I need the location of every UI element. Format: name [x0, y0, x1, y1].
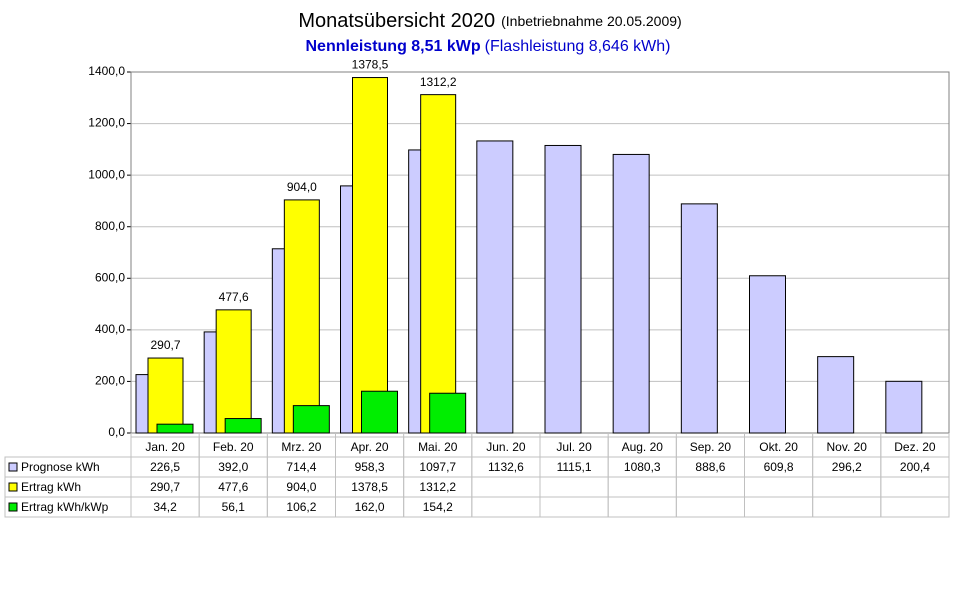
table-value: 392,0	[218, 460, 248, 474]
bar	[224, 418, 262, 434]
bar	[420, 94, 457, 434]
x-tick-label: Aug. 20	[622, 440, 664, 454]
bar	[544, 144, 582, 434]
table-value: 714,4	[286, 460, 316, 474]
chart-title-group: Monatsübersicht 2020 (Inbetriebnahme 20.0…	[298, 10, 681, 32]
table-value: 56,1	[222, 500, 246, 514]
legend-label: Ertrag kWh/kWp	[21, 500, 109, 514]
subtitle: Nennleistung 8,51 kWp	[306, 38, 481, 55]
table-cell	[539, 496, 609, 518]
subtitle-group: Nennleistung 8,51 kWp (Flashleistung 8,64…	[306, 38, 671, 55]
table-value: 296,2	[832, 460, 862, 474]
table-cell	[812, 476, 882, 498]
table-cell	[675, 496, 745, 518]
x-tick-label: Jan. 20	[145, 440, 185, 454]
table-cell	[607, 476, 677, 498]
y-tick-label: 1200,0	[88, 116, 125, 130]
legend-label: Ertrag kWh	[21, 480, 81, 494]
bar	[215, 309, 252, 434]
bar	[156, 423, 194, 434]
table-value: 1132,6	[488, 460, 524, 474]
table-cell	[471, 476, 541, 498]
table-value: 226,5	[150, 460, 180, 474]
table-cell	[607, 496, 677, 518]
table-value: 904,0	[286, 480, 316, 494]
table-value: 200,4	[900, 460, 930, 474]
bar	[680, 203, 718, 434]
bar	[476, 140, 514, 434]
y-tick-label: 800,0	[95, 219, 125, 233]
table-cell	[471, 496, 541, 518]
x-tick-label: Feb. 20	[213, 440, 254, 454]
table-value: 1080,3	[624, 460, 661, 474]
legend-swatch	[8, 462, 18, 472]
x-tick-label: Mrz. 20	[281, 440, 321, 454]
y-tick-label: 1400,0	[88, 64, 125, 78]
table-value: 154,2	[423, 500, 453, 514]
data-label: 477,6	[219, 290, 249, 304]
y-tick-label: 200,0	[95, 374, 125, 388]
table-value: 290,7	[150, 480, 180, 494]
x-tick-label: Jul. 20	[556, 440, 592, 454]
table-value: 34,2	[153, 500, 177, 514]
table-cell	[880, 496, 950, 518]
bar	[283, 199, 320, 434]
table-value: 106,2	[286, 500, 316, 514]
table-value: 1115,1	[557, 460, 592, 474]
y-tick-label: 1000,0	[88, 167, 125, 181]
x-tick-label: Mai. 20	[418, 440, 458, 454]
legend-label: Prognose kWh	[21, 460, 100, 474]
data-label: 904,0	[287, 180, 317, 194]
table-cell	[812, 496, 882, 518]
bar	[885, 380, 923, 434]
data-label: 1312,2	[420, 75, 457, 89]
x-tick-label: Jun. 20	[486, 440, 526, 454]
bar	[292, 405, 330, 434]
table-value: 888,6	[695, 460, 725, 474]
chart-title: Monatsübersicht 2020	[298, 10, 495, 32]
data-label: 1378,5	[352, 58, 389, 72]
y-tick-label: 600,0	[95, 270, 125, 284]
bar	[352, 77, 388, 434]
table-value: 162,0	[355, 500, 385, 514]
x-tick-label: Nov. 20	[827, 440, 868, 454]
bar	[429, 392, 467, 434]
title-note: (Inbetriebnahme 20.05.2009)	[501, 13, 682, 29]
table-value: 1312,2	[419, 480, 456, 494]
x-tick-label: Sep. 20	[690, 440, 732, 454]
y-tick-label: 400,0	[95, 322, 125, 336]
bar	[749, 275, 786, 434]
subtitle-note: (Flashleistung 8,646 kWh)	[485, 38, 671, 55]
legend-swatch	[8, 502, 18, 512]
data-label: 290,7	[150, 338, 180, 352]
table-value: 609,8	[764, 460, 794, 474]
bar	[612, 153, 650, 434]
table-value: 1378,5	[351, 480, 388, 494]
table-value: 958,3	[355, 460, 385, 474]
table-cell	[880, 476, 950, 498]
bar	[361, 390, 398, 434]
bar	[817, 356, 855, 434]
table-value: 1097,7	[419, 460, 456, 474]
table-cell	[744, 476, 814, 498]
bar	[147, 357, 184, 434]
x-tick-label: Okt. 20	[759, 440, 798, 454]
legend-swatch	[8, 482, 18, 492]
y-tick-label: 0,0	[108, 425, 125, 439]
x-tick-label: Dez. 20	[894, 440, 936, 454]
table-cell	[744, 496, 814, 518]
table-cell	[675, 476, 745, 498]
table-cell	[539, 476, 609, 498]
x-tick-label: Apr. 20	[351, 440, 389, 454]
table-value: 477,6	[218, 480, 248, 494]
